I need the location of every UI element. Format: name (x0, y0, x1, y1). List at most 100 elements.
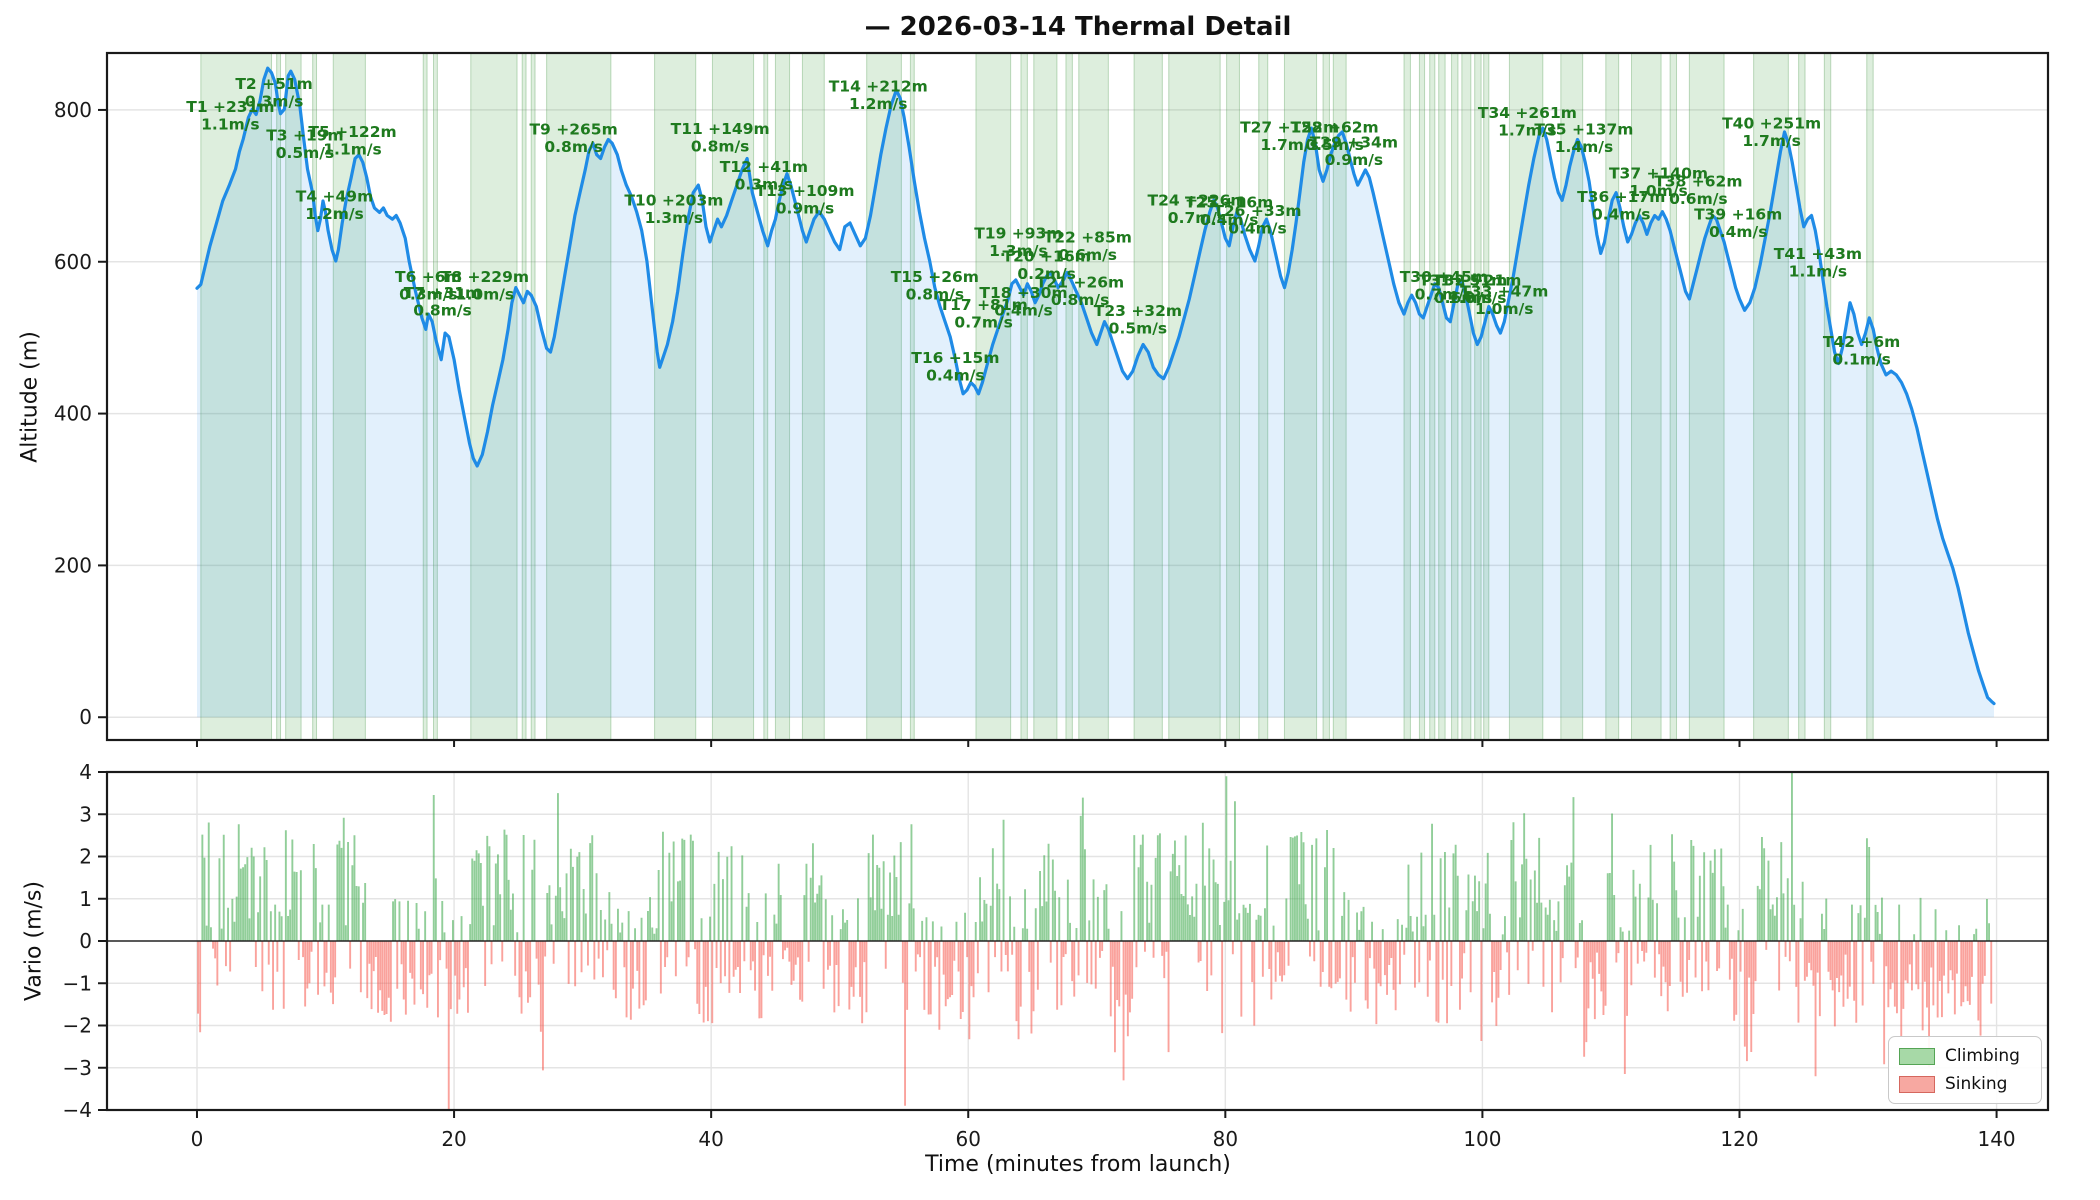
thermal-band (1866, 53, 1874, 740)
thermal-band (1461, 53, 1471, 740)
thermal-label: T36 +17m 0.4m/s (1577, 188, 1665, 224)
altitude-axis-label: Altitude (m) (17, 331, 43, 463)
altitude-line (195, 66, 1996, 706)
thermal-label: T6 +6m 0.3m/s (395, 268, 462, 304)
thermal-band (1020, 53, 1028, 740)
thermal-label: T25 +16m 0.4m/s (1185, 194, 1273, 230)
thermal-label: T1 +231m 1.1m/s (186, 98, 274, 134)
thermal-band (712, 53, 754, 740)
time-tick-label: 60 (956, 1127, 981, 1151)
thermal-band (1670, 53, 1677, 740)
thermal-label: T20 +16m 0.2m/s (1003, 247, 1091, 283)
vario-tick-label: −2 (63, 1014, 92, 1038)
thermal-band (763, 53, 768, 740)
thermal-band (802, 53, 825, 740)
legend-label-climbing: Climbing (1945, 1046, 2020, 1066)
thermal-band (1403, 53, 1411, 740)
thermal-label: T16 +15m 0.4m/s (911, 349, 999, 385)
thermal-label: T32 +21m 1.0m/s (1433, 272, 1521, 308)
thermal-label: T33 +47m 1.0m/s (1460, 282, 1548, 318)
thermal-band (1631, 53, 1662, 740)
thermal-band (1824, 53, 1831, 740)
thermal-band (1753, 53, 1789, 740)
thermal-label: T10 +203m 1.3m/s (624, 191, 723, 227)
thermal-label: T22 +85m 0.6m/s (1044, 228, 1132, 264)
thermal-label: T19 +93m 1.3m/s (974, 225, 1062, 261)
thermal-band (333, 53, 366, 740)
time-tick-label: 0 (191, 1127, 204, 1151)
thermal-band (276, 53, 281, 740)
time-tick-label: 20 (441, 1127, 466, 1151)
vario-tick-label: 3 (79, 802, 92, 826)
thermal-label: T29 +34m 0.9m/s (1310, 134, 1398, 170)
thermal-band (1134, 53, 1163, 740)
thermal-band (285, 53, 302, 740)
thermal-band (1689, 53, 1725, 740)
thermal-label: T26 +33m 0.4m/s (1213, 202, 1301, 238)
thermal-label: T11 +149m 0.8m/s (671, 120, 770, 156)
thermal-label: T41 +43m 1.1m/s (1774, 245, 1862, 281)
thermal-label: T40 +251m 1.7m/s (1722, 115, 1821, 151)
vario-tick-label: 2 (79, 845, 92, 869)
time-tick-label: 80 (1213, 1127, 1238, 1151)
thermal-label: T3 +19m 0.5m/s (266, 127, 343, 163)
thermal-band (433, 53, 438, 740)
thermal-label: T35 +137m 1.4m/s (1534, 121, 1633, 157)
thermal-band (1451, 53, 1458, 740)
vario-tick-label: 1 (79, 887, 92, 911)
thermal-band (1065, 53, 1073, 740)
thermal-label: T8 +229m 1.0m/s (441, 268, 529, 304)
thermal-band (423, 53, 428, 740)
legend-item-sinking: Sinking (1899, 1074, 2031, 1094)
thermal-band (312, 53, 317, 740)
thermal-label: T27 +152m 1.7m/s (1240, 118, 1339, 154)
vario-axis-label: Vario (m/s) (21, 881, 47, 1001)
thermal-band (1033, 53, 1057, 740)
thermal-band (1438, 53, 1446, 740)
vario-tick-label: 4 (79, 760, 92, 784)
thermal-label: T37 +140m 1.0m/s (1609, 165, 1708, 201)
time-axis-label: Time (minutes from launch) (925, 1152, 1231, 1177)
time-tick-label: 140 (1977, 1127, 2015, 1151)
sinking-swatch (1899, 1075, 1935, 1093)
time-tick-label: 100 (1463, 1127, 1501, 1151)
altitude-tick-label: 600 (54, 250, 92, 274)
thermal-label: T2 +51m 0.3m/s (235, 75, 312, 111)
thermal-label: T18 +30m 0.4m/s (979, 284, 1067, 320)
thermal-label: T39 +16m 0.4m/s (1694, 206, 1782, 242)
thermal-label: T30 +45m 0.7m/s (1400, 268, 1488, 304)
thermal-band (1078, 53, 1109, 740)
thermal-label: T5 +122m 1.1m/s (308, 123, 396, 159)
thermal-band (1798, 53, 1806, 740)
thermal-label: T14 +212m 1.2m/s (829, 77, 928, 113)
altitude-tick-label: 200 (54, 553, 92, 577)
thermal-band (531, 53, 536, 740)
thermal-label: T13 +109m 0.9m/s (755, 182, 854, 218)
thermal-band (1429, 53, 1435, 740)
altitude-tick-label: 400 (54, 402, 92, 426)
thermal-label: T12 +41m 0.3m/s (720, 158, 808, 194)
thermal-label: T42 +6m 0.1m/s (1823, 333, 1900, 369)
vario-bars-sinking (197, 941, 1993, 1110)
legend: Climbing Sinking (1888, 1036, 2042, 1104)
vario-tick-label: −1 (63, 971, 92, 995)
altitude-tick-label: 0 (79, 705, 92, 729)
vario-tick-label: −3 (63, 1056, 92, 1080)
altitude-tick-label: 800 (54, 98, 92, 122)
thermal-band (1226, 53, 1240, 740)
legend-item-climbing: Climbing (1899, 1046, 2031, 1066)
thermal-band (522, 53, 527, 740)
thermal-band (1284, 53, 1317, 740)
thermal-band (910, 53, 915, 740)
thermal-band (1474, 53, 1482, 740)
thermal-band (654, 53, 696, 740)
legend-label-sinking: Sinking (1945, 1074, 2008, 1094)
thermal-label: T7 +31m 0.8m/s (404, 284, 481, 320)
altitude-fill (197, 68, 1994, 718)
time-tick-label: 40 (698, 1127, 723, 1151)
thermal-label: T17 +81m 0.7m/s (940, 296, 1028, 332)
thermal-label: T34 +261m 1.7m/s (1478, 104, 1577, 140)
thermal-label: T24 +226m 0.7m/s (1148, 191, 1247, 227)
thermal-band (1168, 53, 1221, 740)
